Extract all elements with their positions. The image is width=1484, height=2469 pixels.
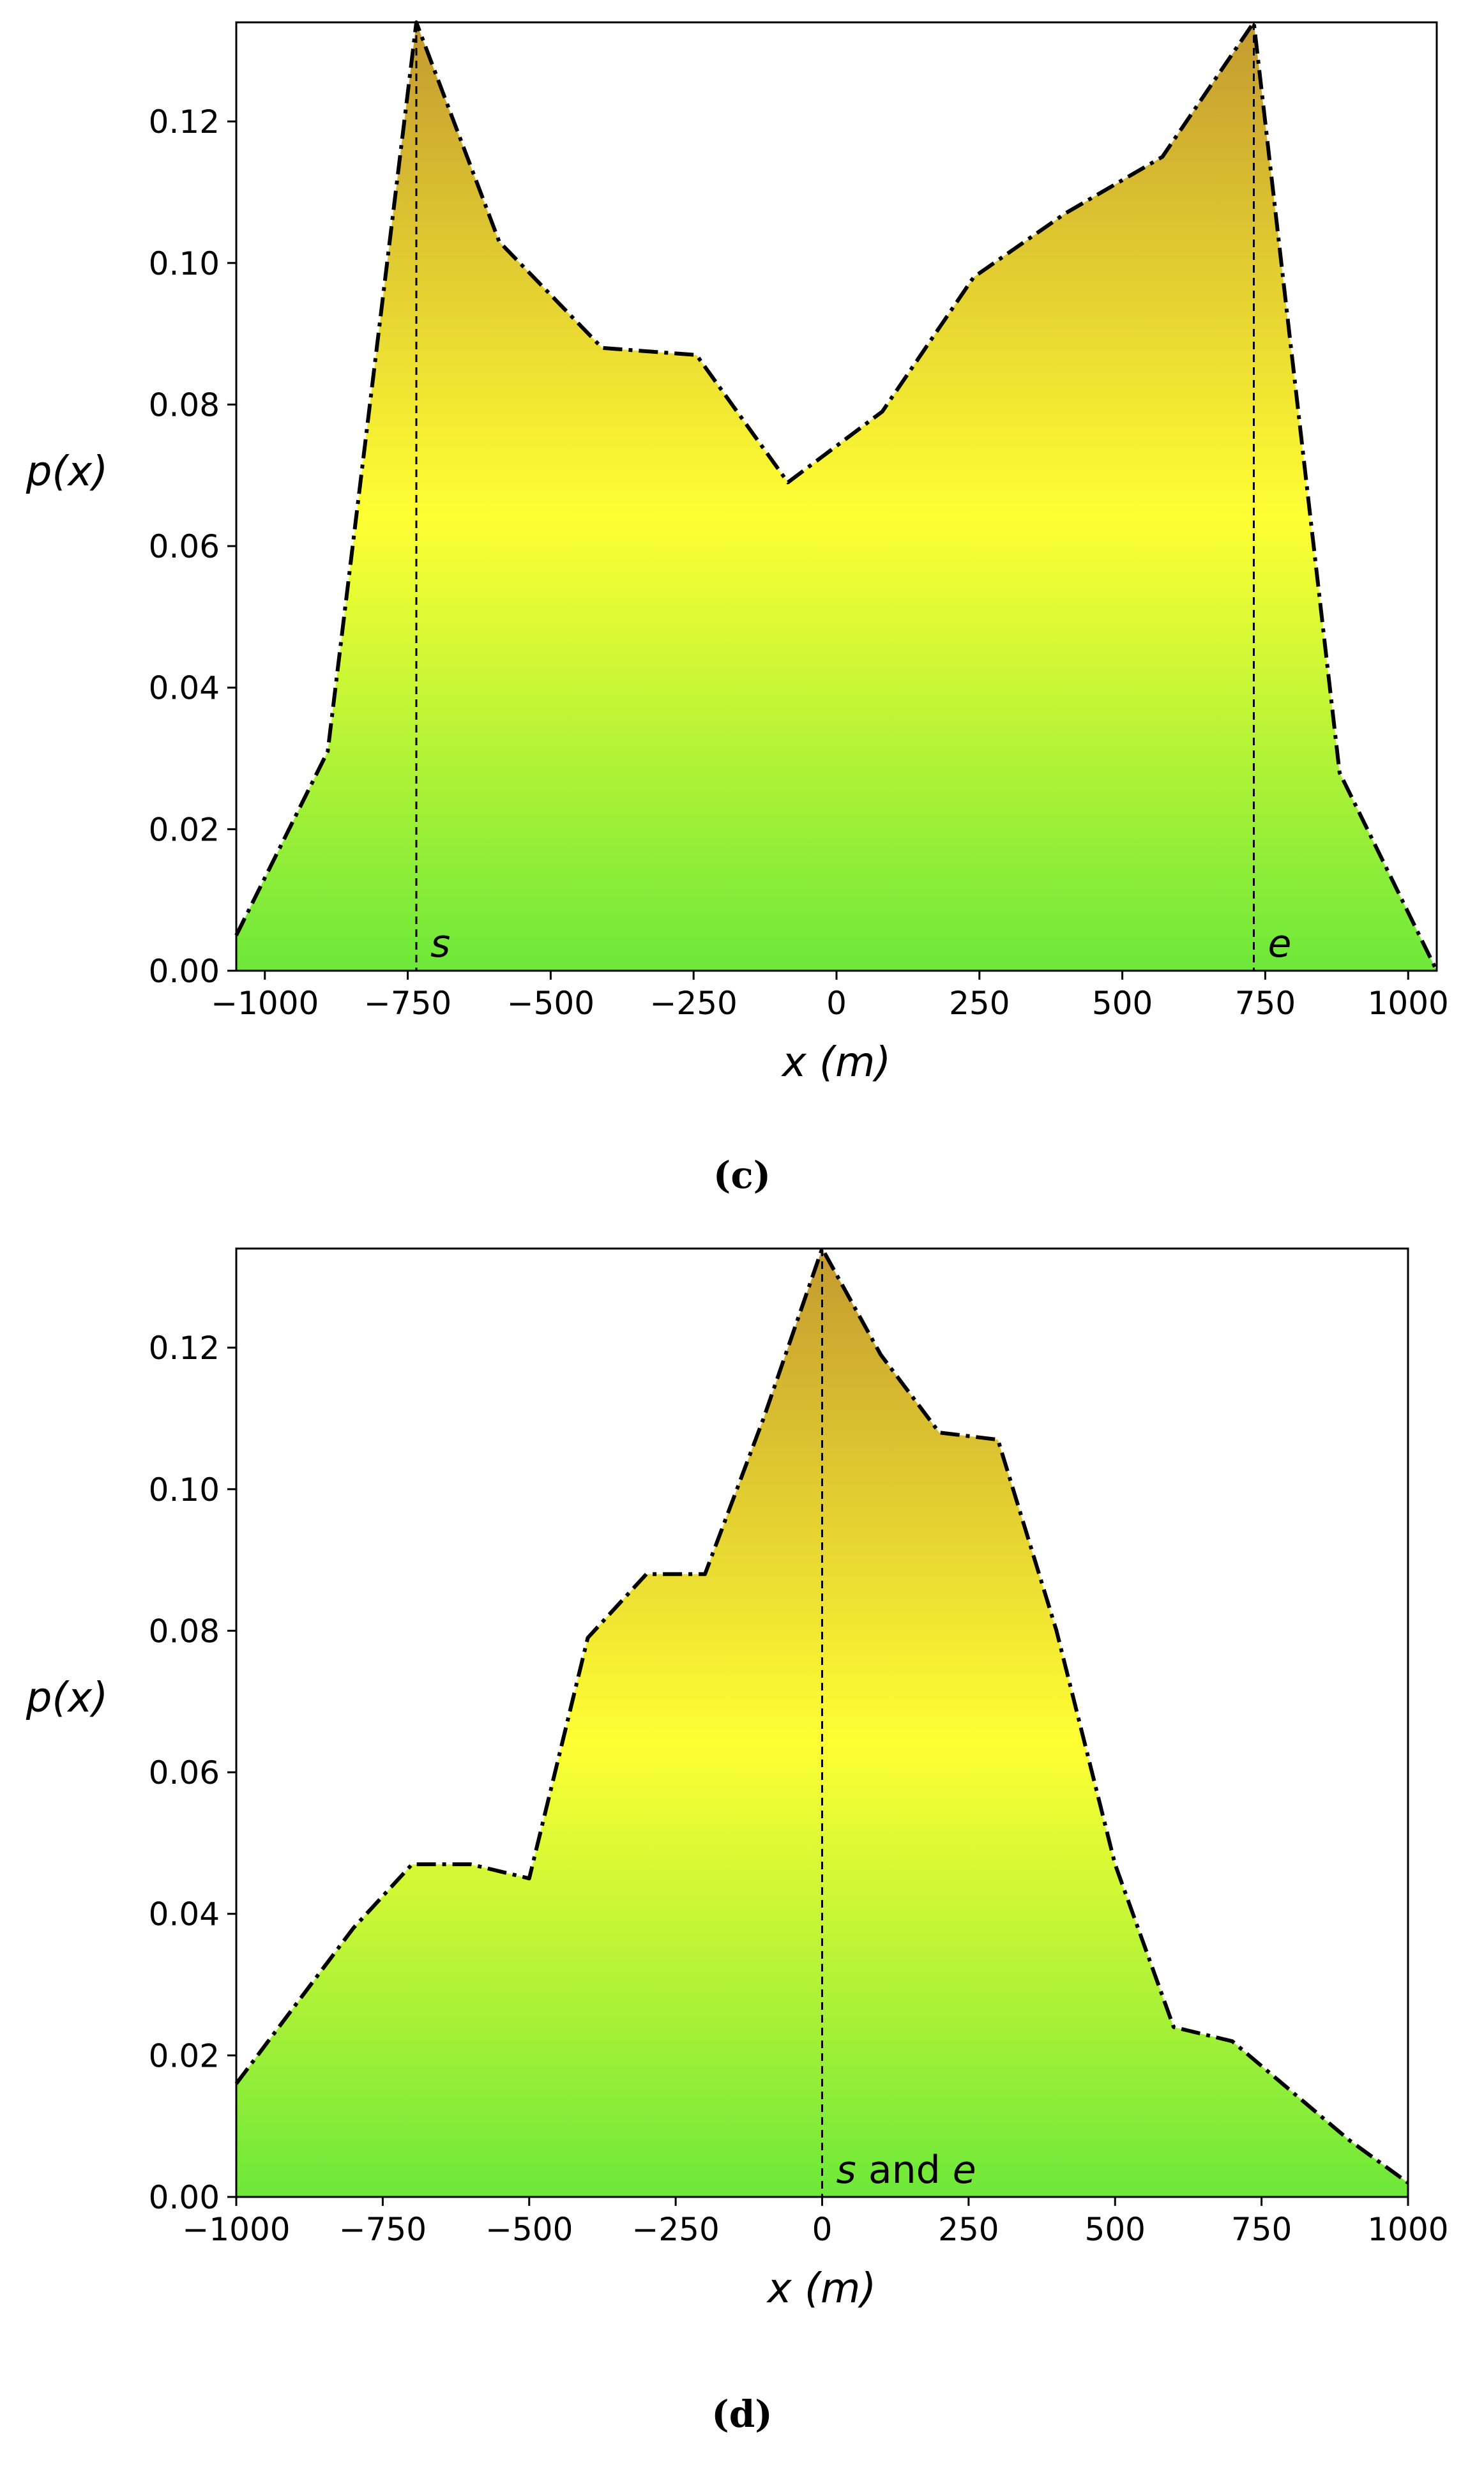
y-ticks-d: 0.00 0.02 0.04 0.06 0.08 0.10 0.12 (149, 1330, 236, 2216)
x-tick-label-c-6: 500 (1092, 985, 1153, 1022)
y-tick-label-c-2: 0.04 (149, 670, 220, 707)
panel-label-d: (d) (711, 2392, 772, 2436)
x-axis-label-c: x (m) (781, 1039, 891, 1086)
x-tick-label-c-7: 750 (1235, 985, 1296, 1022)
area-fill-c (236, 22, 1437, 971)
x-tick-label-c-2: −500 (507, 985, 594, 1022)
x-tick-label-c-0: −1000 (211, 985, 319, 1022)
y-tick-label-d-4: 0.08 (149, 1613, 220, 1650)
x-tick-label-d-2: −500 (485, 2211, 573, 2248)
x-tick-label-d-8: 1000 (1367, 2211, 1448, 2248)
x-tick-label-c-3: −250 (650, 985, 738, 1022)
x-ticks-c: −1000 −750 −500 −250 0 250 500 750 1000 (211, 971, 1449, 1022)
y-tick-label-c-1: 0.02 (149, 811, 220, 848)
y-axis-label-c: p(x) (26, 448, 108, 496)
x-tick-label-d-3: −250 (632, 2211, 719, 2248)
x-axis-label-d: x (m) (766, 2265, 877, 2313)
y-tick-label-c-3: 0.06 (149, 528, 220, 565)
y-tick-label-d-6: 0.12 (149, 1330, 220, 1367)
y-ticks-c: 0.00 0.02 0.04 0.06 0.08 0.10 0.12 (149, 103, 236, 990)
panel-d: s and e −1000 −750 −500 −250 0 250 500 750 1000 … (26, 1247, 1449, 2436)
marker-label-d-0: s and e (837, 2148, 976, 2192)
panel-label-c: (c) (713, 1153, 771, 1197)
x-ticks-d: −1000 −750 −500 −250 0 250 500 750 1000 (182, 2197, 1449, 2248)
x-tick-label-d-0: −1000 (182, 2211, 290, 2248)
y-axis-label-d: p(x) (26, 1675, 108, 1722)
x-tick-label-d-7: 750 (1231, 2211, 1292, 2248)
y-tick-label-d-0: 0.00 (149, 2179, 220, 2216)
series-line-c (234, 20, 1439, 972)
marker-label-c-0: s (430, 922, 450, 966)
y-tick-label-c-4: 0.08 (149, 386, 220, 423)
x-tick-label-d-4: 0 (812, 2211, 833, 2248)
y-tick-label-d-2: 0.04 (149, 1896, 220, 1933)
series-line-d (234, 1247, 1409, 2185)
x-tick-label-c-1: −750 (364, 985, 451, 1022)
marker-label-c-1: e (1268, 922, 1292, 966)
y-tick-label-d-1: 0.02 (149, 2037, 220, 2074)
y-tick-label-c-0: 0.00 (149, 953, 220, 990)
x-tick-label-d-5: 250 (938, 2211, 999, 2248)
y-tick-label-c-6: 0.12 (149, 103, 220, 141)
x-tick-label-c-4: 0 (826, 985, 847, 1022)
x-tick-label-d-1: −750 (339, 2211, 427, 2248)
plot-area-d: s and e (234, 1247, 1409, 2197)
x-tick-label-c-5: 250 (949, 985, 1010, 1022)
y-tick-label-c-5: 0.10 (149, 245, 220, 282)
y-tick-label-d-5: 0.10 (149, 1471, 220, 1508)
x-tick-label-c-8: 1000 (1368, 985, 1449, 1022)
y-tick-label-d-3: 0.06 (149, 1754, 220, 1791)
x-tick-label-d-6: 500 (1085, 2211, 1146, 2248)
